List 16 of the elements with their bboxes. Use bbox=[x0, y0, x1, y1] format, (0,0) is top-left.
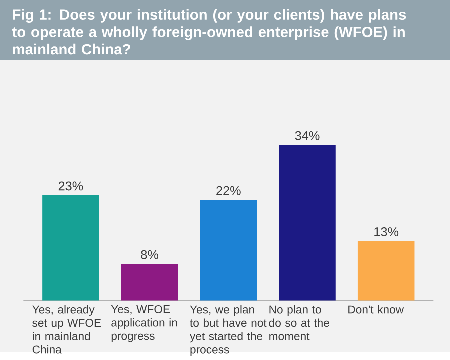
data-label: 13% bbox=[374, 227, 399, 236]
x-tick-label: Yes, we plan to but have not yet started the process bbox=[190, 305, 267, 356]
data-label: 8% bbox=[141, 250, 159, 260]
x-tick-label: Yes, already set up WFOE in mainland China bbox=[32, 305, 102, 354]
bar bbox=[42, 195, 100, 300]
data-label: 23% bbox=[58, 182, 84, 190]
bar bbox=[279, 144, 336, 300]
x-tick-label: No plan to do so at the moment bbox=[269, 305, 330, 340]
bar bbox=[358, 240, 415, 300]
bar bbox=[200, 200, 258, 300]
x-tick-label: Yes, WFOE application in progress bbox=[111, 305, 178, 342]
chart-title: Fig 1: Does your institution (or your clients) have plans to operate a wholly foreign-owned enterprise (WFOE) in mainland China? bbox=[12, 9, 406, 54]
data-label: 34% bbox=[295, 131, 320, 140]
data-label: 22% bbox=[216, 186, 241, 196]
x-tick-label: Don't know bbox=[348, 305, 404, 314]
bar bbox=[121, 264, 178, 300]
